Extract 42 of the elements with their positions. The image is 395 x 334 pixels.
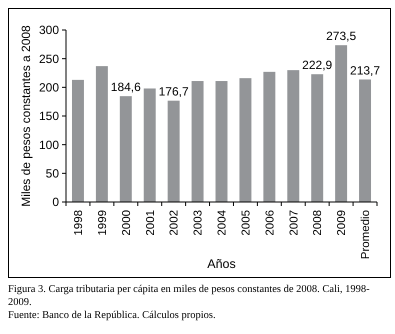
y-tick-label: 100 [38,138,60,152]
x-tick-label: 2004 [216,209,229,236]
x-axis-title: Años [207,257,236,271]
data-label: 213,7 [350,63,380,78]
bar [192,81,204,202]
x-tick-label: 1998 [72,210,85,236]
bar [168,100,180,202]
x-tick-label: 2003 [192,210,205,236]
y-tick-label: 0 [52,195,60,210]
data-label: 184,6 [110,80,142,94]
bar [120,96,132,202]
y-tick-label: 150 [38,109,60,124]
text: Figura 3. Carga tributaria per cápita en miles de pesos constantes de 2008. Cali, 1998-2009. [8,283,371,309]
bar [359,79,372,202]
bar [311,74,324,202]
bar [96,66,108,202]
bar [335,45,348,202]
x-tick-label: 2002 [168,210,181,236]
bar [239,78,252,202]
x-tick-label: 2000 [120,210,133,236]
bar [72,80,84,202]
x-tick-label: 2008 [312,210,324,236]
x-tick-label: Promedio [360,210,372,260]
x-tick-label: 2001 [144,210,157,236]
bar [287,70,300,202]
y-tick-label: 200 [38,80,60,95]
bar [216,81,228,202]
x-tick-label: 1999 [96,210,109,236]
bar [144,88,156,202]
data-label: 273,5 [326,29,356,44]
bar [263,72,276,202]
y-tick-label: 50 [46,166,60,181]
source-note: Fuente: Banco de la República. Cálculos propios. [8,309,217,322]
x-tick-label: 2007 [288,210,300,236]
data-label: 176,7 [158,84,189,99]
y-tick-label: 250 [38,52,60,66]
y-axis-title: Miles de pesos constantes a 2008 [19,24,34,207]
x-tick-label: 2005 [240,210,252,236]
x-tick-label: 2009 [336,210,348,236]
x-tick-label: 2006 [264,210,276,236]
y-tick-label: 300 [38,23,60,38]
data-label: 222,9 [302,58,333,72]
